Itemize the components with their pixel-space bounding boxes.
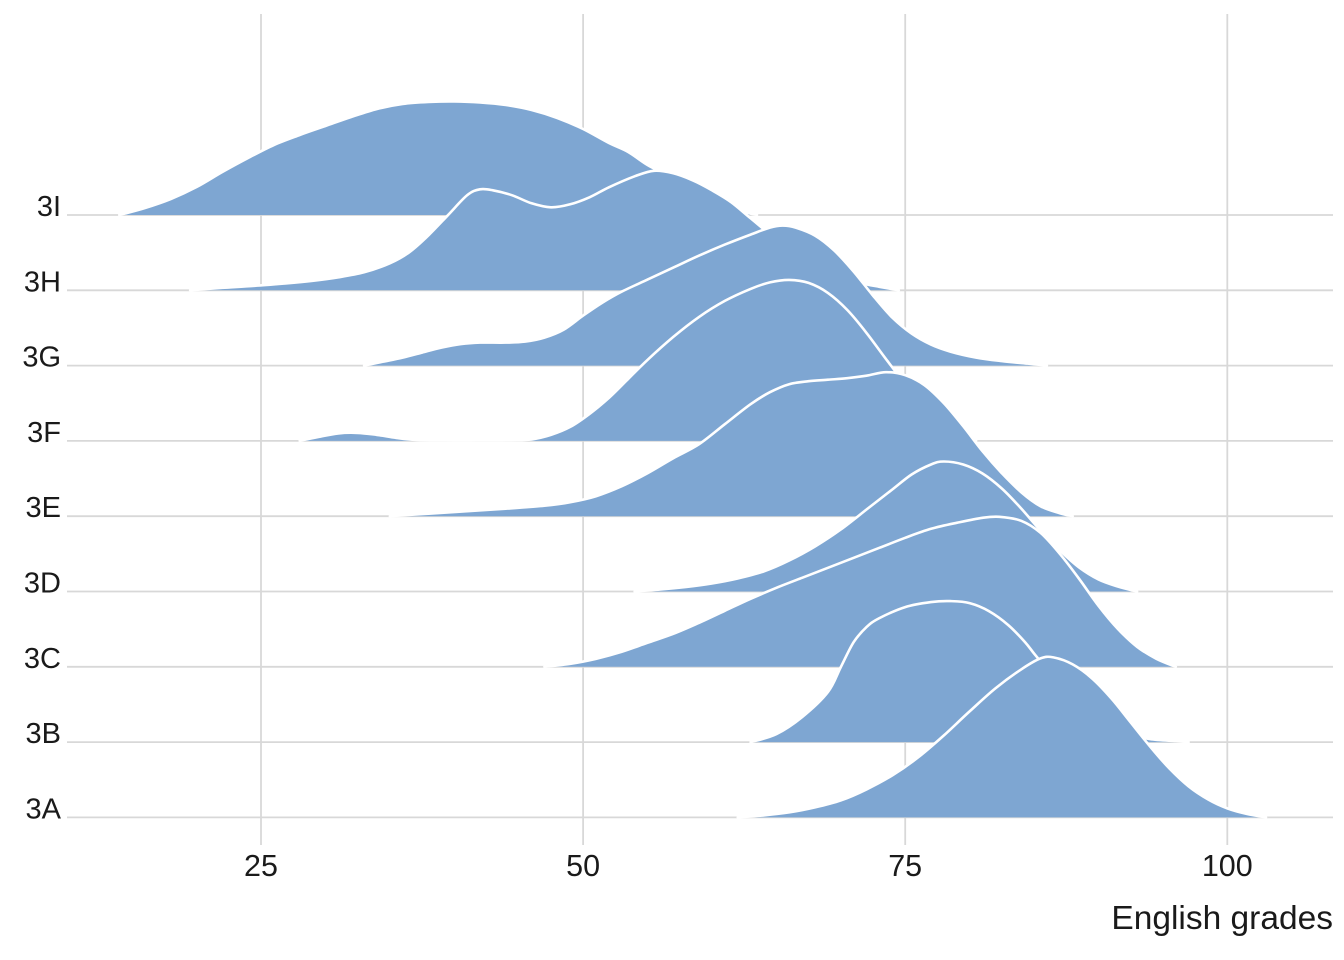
ridge-fill-3C <box>544 516 1176 667</box>
ridge-outline-3E <box>388 370 1074 518</box>
y-axis-label-3D: 3D <box>24 568 61 600</box>
ridge-fill-3A <box>737 656 1266 818</box>
ridge-fill-3I <box>119 101 758 215</box>
y-axis-label-3C: 3C <box>24 643 61 675</box>
y-axis-label-3I: 3I <box>37 191 61 223</box>
x-tick-label-25: 25 <box>244 849 278 883</box>
y-axis-label-3A: 3A <box>26 793 62 825</box>
ridge-outline-3C <box>543 515 1178 669</box>
y-axis-label-3G: 3G <box>22 342 61 374</box>
y-axis-label-3B: 3B <box>26 718 61 750</box>
ridge-outline-3A <box>736 655 1268 819</box>
ridge-outline-3D <box>633 460 1139 593</box>
y-axis-label-3E: 3E <box>26 492 61 524</box>
x-axis-title: English grades <box>1111 900 1333 937</box>
ridge-outline-3F <box>298 278 978 443</box>
x-tick-label-100: 100 <box>1202 849 1253 883</box>
y-axis-label-3F: 3F <box>27 417 61 449</box>
x-tick-label-75: 75 <box>888 849 922 883</box>
ridge-outline-3G <box>362 224 1049 367</box>
ridge-fill-3G <box>364 225 1047 366</box>
y-axis-label-3H: 3H <box>24 266 61 298</box>
x-tick-label-50: 50 <box>566 849 600 883</box>
